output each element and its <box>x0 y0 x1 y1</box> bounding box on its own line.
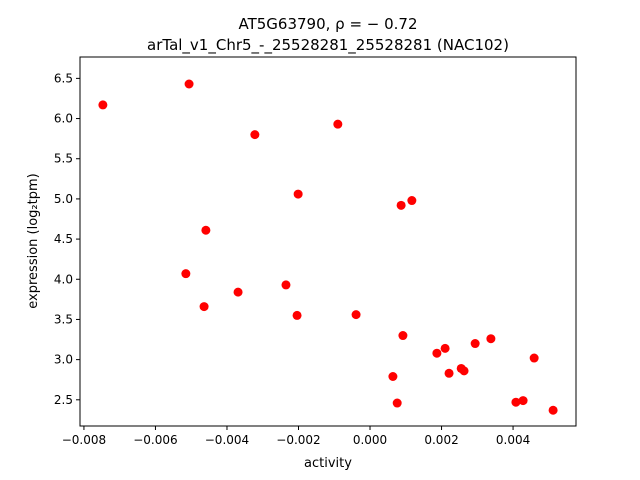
x-axis-label: activity <box>304 456 352 471</box>
x-axis-ticks: −0.008 −0.006 −0.004 −0.002 0.000 0.002 0.004 <box>62 426 530 447</box>
chart-title-line1: AT5G63790, ρ = − 0.72 <box>238 15 417 33</box>
x-tick-label: −0.002 <box>276 433 320 447</box>
y-tick-label: 4.0 <box>54 272 73 286</box>
data-point <box>407 196 417 206</box>
y-tick-label: 5.5 <box>54 152 73 166</box>
data-point <box>98 100 108 110</box>
data-point <box>444 368 454 378</box>
plot-area <box>80 57 576 426</box>
data-point <box>529 353 539 363</box>
data-point <box>184 79 194 89</box>
y-tick-label: 6.0 <box>54 112 73 126</box>
data-point <box>398 331 408 341</box>
data-point <box>281 280 291 290</box>
x-tick-label: 0.002 <box>424 433 458 447</box>
data-point <box>333 119 343 129</box>
x-tick-label: 0.004 <box>496 433 530 447</box>
axes-frame <box>79 56 577 427</box>
y-tick-label: 6.5 <box>54 71 73 85</box>
data-point <box>250 130 260 140</box>
data-point <box>292 310 302 320</box>
data-point <box>486 334 496 344</box>
data-point <box>470 339 480 349</box>
y-tick-label: 5.0 <box>54 192 73 206</box>
data-point <box>199 302 209 312</box>
y-axis-ticks: 2.5 3.0 3.5 4.0 4.5 5.0 5.5 6.0 6.5 <box>54 71 80 407</box>
data-point <box>548 405 558 415</box>
data-point <box>459 366 469 376</box>
data-point <box>181 269 191 279</box>
data-point <box>293 189 303 199</box>
y-tick-label: 3.0 <box>54 353 73 367</box>
data-point <box>233 287 243 297</box>
data-point <box>440 343 450 353</box>
data-point <box>351 310 361 320</box>
y-tick-label: 2.5 <box>54 393 73 407</box>
data-point <box>518 396 528 406</box>
x-tick-label: −0.006 <box>133 433 177 447</box>
data-point <box>511 397 521 407</box>
data-point <box>388 372 398 381</box>
data-point <box>392 398 402 408</box>
y-tick-label: 4.5 <box>54 232 73 246</box>
data-point <box>396 200 406 210</box>
data-point <box>432 348 442 358</box>
points-layer <box>98 79 558 415</box>
x-tick-label: −0.008 <box>62 433 106 447</box>
y-axis-label: expression (log₂tpm) <box>26 173 41 308</box>
data-point <box>201 225 211 235</box>
x-tick-label: 0.000 <box>353 433 387 447</box>
y-tick-label: 3.5 <box>54 312 73 326</box>
chart-title-line2: arTal_v1_Chr5_-_25528281_25528281 (NAC10… <box>147 36 509 55</box>
x-tick-label: −0.004 <box>205 433 249 447</box>
